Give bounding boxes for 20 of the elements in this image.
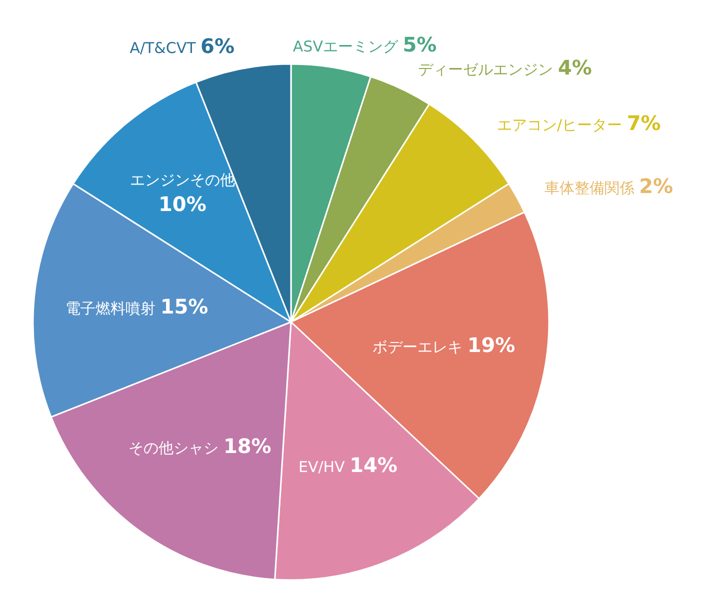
data-label: 5% — [402, 32, 437, 56]
data-label: 18% — [223, 434, 272, 458]
slice-label: その他シャシ — [128, 439, 224, 458]
slice-label: 電子燃料噴射 — [66, 299, 160, 318]
slice-label: ディーゼルエンジン — [418, 60, 558, 79]
data-label: 10% — [158, 192, 206, 216]
slice-label: 車体整備関係 — [544, 179, 640, 198]
slice-label: A/T&CVT — [130, 38, 201, 57]
slice-label: ASVエーミング — [292, 37, 403, 56]
slice-label: EV/HV — [298, 458, 350, 476]
data-label: 19% — [467, 333, 516, 358]
data-label: 7% — [626, 111, 661, 136]
slice-label: ボデーエレキ — [372, 338, 468, 356]
data-label: 14% — [350, 452, 398, 477]
slice-label: エンジンその他 — [130, 170, 235, 189]
data-label: 2% — [639, 174, 674, 198]
data-label: 6% — [200, 34, 235, 58]
data-label: 4% — [558, 56, 592, 80]
slice-label: エアコン/ヒーター — [496, 116, 627, 134]
data-label: 15% — [160, 294, 208, 318]
